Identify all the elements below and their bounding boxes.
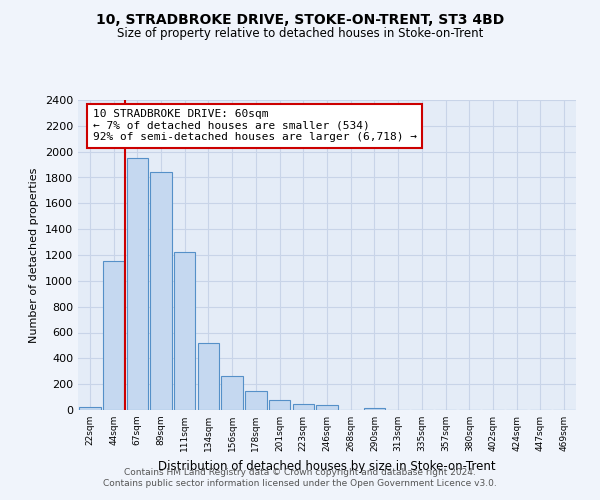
Text: Size of property relative to detached houses in Stoke-on-Trent: Size of property relative to detached ho… — [117, 28, 483, 40]
Bar — [103, 262, 124, 410]
Bar — [198, 343, 219, 410]
Bar — [269, 400, 290, 410]
Bar — [151, 172, 172, 410]
Bar — [316, 405, 338, 410]
Bar — [364, 408, 385, 410]
Text: 10 STRADBROKE DRIVE: 60sqm
← 7% of detached houses are smaller (534)
92% of semi: 10 STRADBROKE DRIVE: 60sqm ← 7% of detac… — [93, 110, 417, 142]
Text: Contains HM Land Registry data © Crown copyright and database right 2024.
Contai: Contains HM Land Registry data © Crown c… — [103, 468, 497, 487]
Bar — [245, 391, 266, 410]
Y-axis label: Number of detached properties: Number of detached properties — [29, 168, 40, 342]
Bar — [293, 404, 314, 410]
X-axis label: Distribution of detached houses by size in Stoke-on-Trent: Distribution of detached houses by size … — [158, 460, 496, 472]
Bar — [79, 407, 101, 410]
Bar — [174, 252, 196, 410]
Bar — [221, 376, 243, 410]
Text: 10, STRADBROKE DRIVE, STOKE-ON-TRENT, ST3 4BD: 10, STRADBROKE DRIVE, STOKE-ON-TRENT, ST… — [96, 12, 504, 26]
Bar — [127, 158, 148, 410]
